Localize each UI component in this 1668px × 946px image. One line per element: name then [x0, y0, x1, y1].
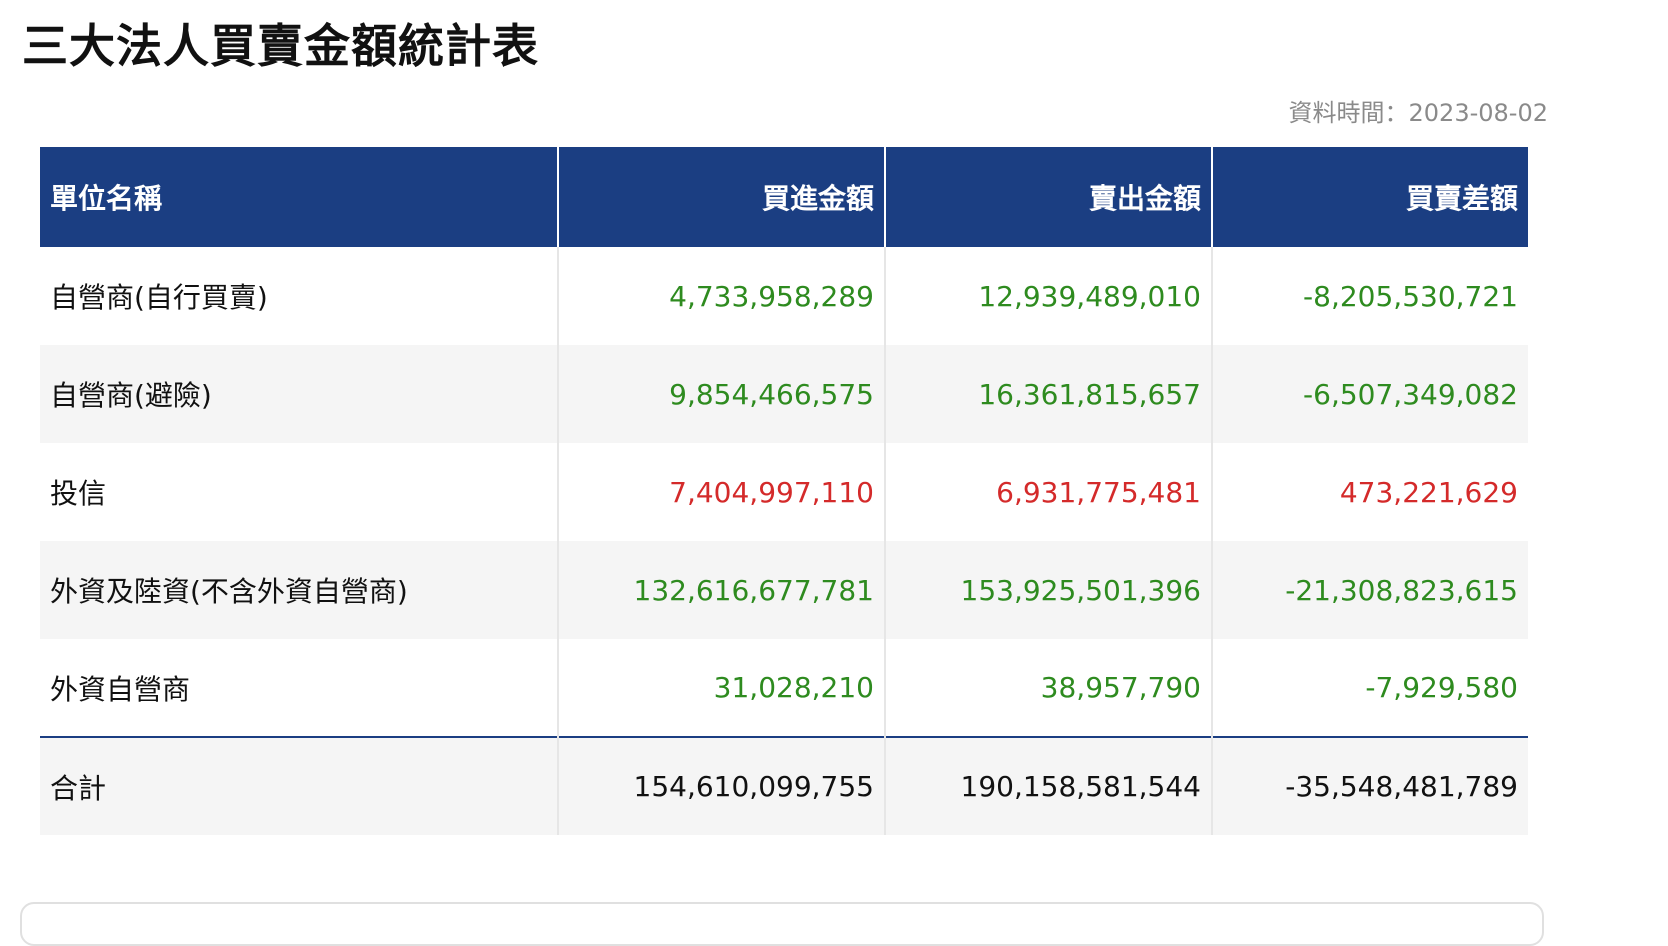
buy-amount-cell: 4,733,958,289	[558, 247, 886, 345]
table-row: 自營商(自行買賣) 4,733,958,289 12,939,489,010 -…	[40, 247, 1528, 345]
table-body: 自營商(自行買賣) 4,733,958,289 12,939,489,010 -…	[40, 247, 1528, 737]
net-amount-cell: -7,929,580	[1212, 639, 1528, 737]
page-title: 三大法人買賣金額統計表	[22, 19, 539, 73]
table-header: 單位名稱 買進金額 賣出金額 買賣差額	[40, 147, 1528, 247]
unit-name-cell: 外資及陸資(不含外資自營商)	[40, 541, 559, 639]
header-sell-amount[interactable]: 賣出金額	[885, 147, 1213, 247]
total-row: 合計 154,610,099,755 190,158,581,544 -35,5…	[40, 736, 1528, 835]
table-row: 外資及陸資(不含外資自營商) 132,616,677,781 153,925,5…	[40, 541, 1528, 639]
buy-amount-cell: 9,854,466,575	[558, 345, 886, 443]
buy-amount-cell: 31,028,210	[558, 639, 886, 737]
sell-amount-cell: 12,939,489,010	[885, 247, 1213, 345]
net-amount-cell: -21,308,823,615	[1212, 541, 1528, 639]
net-amount-cell: -8,205,530,721	[1212, 247, 1528, 345]
unit-name-cell: 外資自營商	[40, 639, 559, 737]
institutional-trading-table: 單位名稱 買進金額 賣出金額 買賣差額 自營商(自行買賣) 4,733,958,…	[40, 147, 1528, 835]
header-net-amount[interactable]: 買賣差額	[1212, 147, 1528, 247]
data-timestamp: 資料時間：2023-08-02	[1288, 99, 1548, 127]
total-sell-amount: 190,158,581,544	[885, 736, 1213, 835]
buy-amount-cell: 132,616,677,781	[558, 541, 886, 639]
table-row: 自營商(避險) 9,854,466,575 16,361,815,657 -6,…	[40, 345, 1528, 443]
sell-amount-cell: 6,931,775,481	[885, 443, 1213, 541]
unit-name-cell: 自營商(自行買賣)	[40, 247, 559, 345]
total-net-amount: -35,548,481,789	[1212, 736, 1528, 835]
sell-amount-cell: 153,925,501,396	[885, 541, 1213, 639]
unit-name-cell: 投信	[40, 443, 559, 541]
total-label: 合計	[40, 736, 559, 835]
sell-amount-cell: 16,361,815,657	[885, 345, 1213, 443]
header-unit-name[interactable]: 單位名稱	[40, 147, 559, 247]
header-buy-amount[interactable]: 買進金額	[558, 147, 886, 247]
next-section-card	[20, 902, 1544, 946]
table-row: 外資自營商 31,028,210 38,957,790 -7,929,580	[40, 639, 1528, 737]
table-row: 投信 7,404,997,110 6,931,775,481 473,221,6…	[40, 443, 1528, 541]
net-amount-cell: -6,507,349,082	[1212, 345, 1528, 443]
header-row: 單位名稱 買進金額 賣出金額 買賣差額	[40, 147, 1528, 247]
unit-name-cell: 自營商(避險)	[40, 345, 559, 443]
buy-amount-cell: 7,404,997,110	[558, 443, 886, 541]
sell-amount-cell: 38,957,790	[885, 639, 1213, 737]
net-amount-cell: 473,221,629	[1212, 443, 1528, 541]
total-buy-amount: 154,610,099,755	[558, 736, 886, 835]
table-footer: 合計 154,610,099,755 190,158,581,544 -35,5…	[40, 736, 1528, 835]
